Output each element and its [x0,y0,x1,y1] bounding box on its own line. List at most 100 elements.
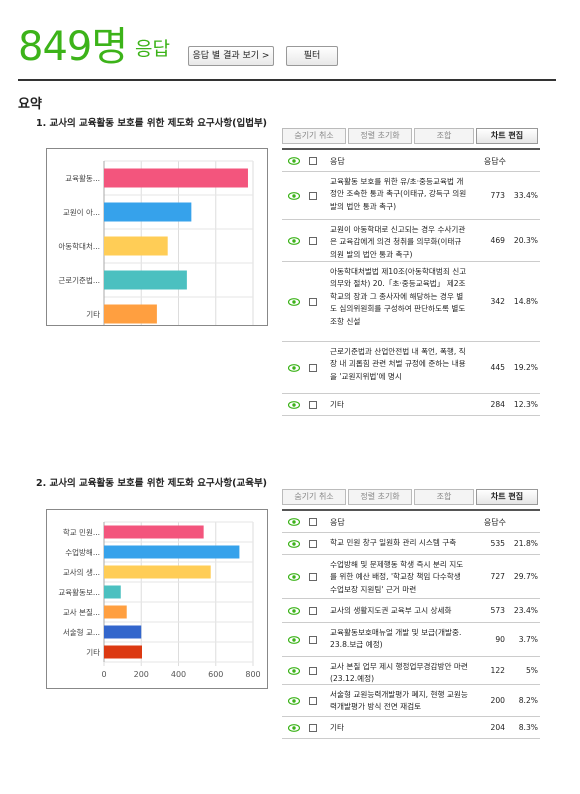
bar[interactable] [104,236,168,256]
category-label: 기타 [86,310,100,319]
eye-icon[interactable] [288,237,300,245]
combine-button[interactable]: 조합 [414,489,474,505]
response-percent: 29.7% [513,572,538,581]
bar[interactable] [104,202,192,222]
row-checkbox[interactable] [309,540,317,548]
select-all-checkbox[interactable] [309,518,317,526]
row-checkbox[interactable] [309,401,317,409]
table-header: 응답 응답수 [282,150,540,172]
edit-chart-button[interactable]: 차트 편집 [476,128,538,144]
row-checkbox[interactable] [309,192,317,200]
bar[interactable] [104,525,204,539]
eye-icon[interactable] [288,667,300,675]
bar[interactable] [104,270,187,290]
bar[interactable] [104,565,211,579]
category-label: 아동학대처... [58,241,100,251]
reset-sort-button[interactable]: 정렬 초기화 [348,128,412,144]
table-row: 기타 204 8.3% [282,717,540,739]
choice-label: 기타 [330,723,344,732]
question-2-chart: 0 200 400 600 800 학교 민원... 수업방해... 교사의 생... 교육활동… [46,509,268,689]
table-row: 서술형 교원능력개발평가 폐지, 현행 교원능력개발평가 방식 전면 재검토 20… [282,685,540,717]
category-label: 서술형 교... [63,628,100,637]
reset-sort-button[interactable]: 정렬 초기화 [348,489,412,505]
table-row: 아동학대처벌법 제10조(아동학대범죄 신고의무와 절차) 20.「초·중등교육… [282,262,540,342]
category-label: 근로기준법... [58,275,100,285]
row-checkbox[interactable] [309,724,317,732]
table-row: 근로기준법과 산업안전법 내 폭언, 폭행, 직장 내 괴롭힘 관련 처벌 규정… [282,342,540,394]
row-checkbox[interactable] [309,636,317,644]
summary-title: 요약 [18,97,42,112]
eye-icon[interactable] [288,697,300,705]
row-checkbox[interactable] [309,364,317,372]
eye-icon[interactable] [288,540,300,548]
x-tick-label: 200 [134,670,149,679]
category-label: 교원이 아... [63,207,100,217]
response-count-value: 535 [490,539,506,548]
table-row: 교사 본질 업무 제시 행정업무경감방안 마련(23.12.예정) 122 5% [282,657,540,685]
bar[interactable] [104,625,142,639]
select-all-checkbox[interactable] [309,157,317,165]
category-label: 기타 [86,648,100,657]
choice-label: 수업방해 및 문제행동 학생 즉시 분리 지도를 위한 예산 배정, '학교장 … [330,560,464,594]
bar[interactable] [104,645,142,659]
choice-label: 아동학대처벌법 제10조(아동학대범죄 신고의무와 절차) 20.「초·중등교육… [330,267,467,326]
response-percent: 8.2% [518,696,538,705]
choice-label: 근로기준법과 산업안전법 내 폭언, 폭행, 직장 내 괴롭힘 관련 처벌 규정… [330,347,466,381]
response-count-value: 342 [490,297,506,306]
eye-icon[interactable] [288,192,300,200]
response-header: 849명 응답 응답 별 결과 보기 > 필터 [18,22,558,72]
row-checkbox[interactable] [309,573,317,581]
eye-icon[interactable] [288,573,300,581]
choice-header: 응답 [330,518,345,527]
response-count-value: 90 [495,635,505,644]
choice-header: 응답 [330,157,345,166]
question-2-toolbar: 숨기기 취소 정렬 초기화 조합 차트 편집 [282,489,538,505]
view-by-response-button[interactable]: 응답 별 결과 보기 > [188,46,274,66]
eye-icon[interactable] [288,401,300,409]
eye-icon[interactable] [288,364,300,372]
count-header: 응답수 [483,157,506,166]
count-header: 응답수 [483,518,506,527]
choice-label: 교사 본질 업무 제시 행정업무경감방안 마련(23.12.예정) [330,662,468,684]
response-percent: 20.3% [513,236,538,245]
edit-chart-button[interactable]: 차트 편집 [476,489,538,505]
category-label: 교사 본질... [63,608,100,617]
bar[interactable] [104,304,157,324]
category-label: 교육활동... [65,173,100,183]
choice-label: 기타 [330,400,344,409]
response-percent: 19.2% [513,363,538,372]
hide-cancel-button[interactable]: 숨기기 취소 [282,489,346,505]
eye-icon[interactable] [288,518,300,526]
row-checkbox[interactable] [309,237,317,245]
category-label: 교육활동보... [58,587,100,597]
response-count-value: 727 [490,572,506,581]
question-2-table: 응답 응답수 학교 민원 창구 일원화 관리 시스템 구축 535 21.8% 수업방해 … [282,509,540,739]
eye-icon[interactable] [288,724,300,732]
bar[interactable] [104,585,121,599]
eye-icon[interactable] [288,298,300,306]
choice-label: 교사의 생활지도권 교육부 고시 상세화 [330,606,452,615]
choice-label: 교원이 아동학대로 신고되는 경우 수사기관은 교육감에게 의견 청취를 의무화… [330,225,466,259]
response-count-unit: 응답 [135,38,170,60]
response-count-value: 122 [490,666,506,675]
row-checkbox[interactable] [309,667,317,675]
bar[interactable] [104,168,248,188]
combine-button[interactable]: 조합 [414,128,474,144]
bar[interactable] [104,545,240,559]
table-row: 교육활동보호매뉴얼 개발 및 보급(개발중. 23.8.보급 예정) 90 3.7% [282,623,540,657]
response-count-value: 445 [490,363,506,372]
response-percent: 23.4% [513,606,538,615]
eye-icon[interactable] [288,157,300,165]
filter-button[interactable]: 필터 [286,46,338,66]
bar-chart-svg: 0 200 400 600 800 학교 민원... 수업방해... 교사의 생... 교육활동… [58,521,261,679]
question-1-table: 응답 응답수 교육활동 보호를 위한 유/초·중등교육법 개정안 조속한 통과 촉구… [282,148,540,416]
hide-cancel-button[interactable]: 숨기기 취소 [282,128,346,144]
row-checkbox[interactable] [309,697,317,705]
eye-icon[interactable] [288,636,300,644]
row-checkbox[interactable] [309,298,317,306]
question-1-chart: 0200400600800교육활동...교원이 아...아동학대처...근로기준… [46,148,268,326]
row-checkbox[interactable] [309,607,317,615]
bar[interactable] [104,605,127,619]
category-label: 수업방해... [65,547,100,557]
eye-icon[interactable] [288,607,300,615]
